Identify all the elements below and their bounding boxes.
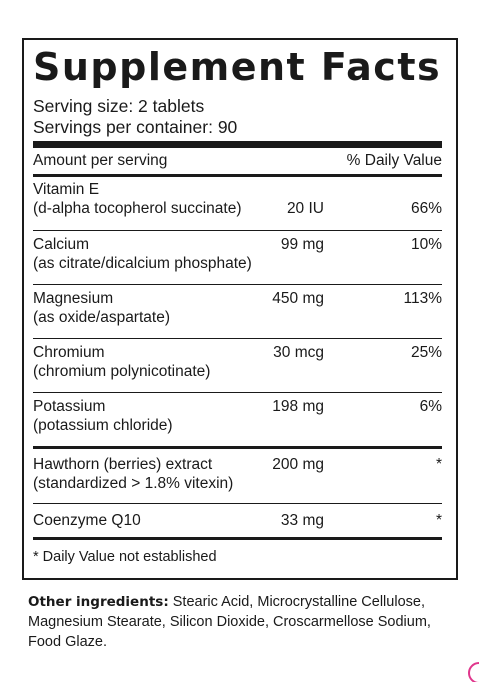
- nutrient-row: Magnesium (as oxide/aspartate) 450 mg 11…: [33, 285, 442, 338]
- nutrient-daily-value: 10%: [410, 236, 442, 253]
- nutrient-name: Vitamin E: [33, 181, 100, 198]
- nutrient-detail: (as oxide/aspartate): [33, 309, 170, 326]
- nutrient-row: Potassium (potassium chloride) 198 mg 6%: [33, 393, 442, 446]
- nutrient-amount: 99 mg: [280, 236, 324, 253]
- nutrient-row: Calcium (as citrate/dicalcium phosphate)…: [33, 231, 442, 284]
- nutrient-detail: (d-alpha tocopherol succinate): [33, 200, 242, 217]
- nutrient-name: Magnesium: [33, 290, 114, 307]
- nutrient-amount: 198 mg: [272, 398, 324, 415]
- row-divider: [33, 284, 442, 285]
- nutrient-detail: (potassium chloride): [33, 417, 173, 434]
- nutrient-row: Coenzyme Q10 33 mg *: [33, 504, 442, 537]
- nutrient-detail: (as citrate/dicalcium phosphate): [33, 255, 252, 272]
- nutrient-daily-value: 66%: [410, 200, 442, 217]
- panel-title: Supplement Facts: [33, 45, 442, 89]
- row-divider: [33, 392, 442, 393]
- servings-per-container: Servings per container: 90: [33, 117, 238, 137]
- medium-divider: [33, 537, 442, 540]
- nutrient-name: Potassium: [33, 398, 106, 415]
- decorative-circle-icon: [468, 662, 479, 682]
- nutrient-name: Coenzyme Q10: [33, 512, 141, 529]
- serving-size: Serving size: 2 tablets: [33, 96, 205, 116]
- nutrient-daily-value: 6%: [419, 398, 442, 415]
- nutrient-name: Chromium: [33, 344, 105, 361]
- supplement-facts-panel: Supplement Facts Serving size: 2 tablets…: [22, 38, 458, 580]
- nutrient-daily-value: 25%: [410, 344, 442, 361]
- row-divider: [33, 230, 442, 231]
- medium-divider: [33, 174, 442, 177]
- row-divider: [33, 338, 442, 339]
- other-ingredients-label: Other ingredients:: [28, 594, 169, 610]
- amount-header: Amount per serving: [33, 152, 168, 169]
- nutrient-row: Vitamin E (d-alpha tocopherol succinate)…: [33, 177, 442, 230]
- column-header: Amount per serving % Daily Value: [33, 148, 442, 174]
- nutrient-row: Chromium (chromium polynicotinate) 30 mc…: [33, 339, 442, 392]
- other-ingredients: Other ingredients: Stearic Acid, Microcr…: [28, 592, 468, 652]
- nutrient-amount: 450 mg: [272, 290, 324, 307]
- nutrient-amount: 200 mg: [272, 456, 324, 473]
- nutrient-detail: (standardized > 1.8% vitexin): [33, 475, 234, 492]
- nutrient-daily-value: 113%: [403, 290, 443, 307]
- nutrient-name: Calcium: [33, 236, 89, 253]
- nutrient-amount: 20 IU: [286, 200, 324, 217]
- nutrient-row: Hawthorn (berries) extract (standardized…: [33, 449, 442, 503]
- nutrient-detail: (chromium polynicotinate): [33, 363, 211, 380]
- nutrient-daily-value: *: [435, 456, 442, 473]
- medium-divider: [33, 446, 442, 449]
- other-ingredients-text: Stearic Acid, Microcrystalline Cellulose…: [28, 594, 431, 650]
- footnote: * Daily Value not established: [33, 549, 217, 565]
- nutrient-amount: 30 mcg: [273, 344, 324, 361]
- nutrient-amount: 33 mg: [280, 512, 324, 529]
- nutrient-daily-value: *: [435, 512, 442, 529]
- daily-value-header: % Daily Value: [346, 152, 442, 169]
- row-divider: [33, 503, 442, 504]
- thick-divider: [33, 141, 442, 148]
- nutrient-name: Hawthorn (berries) extract: [33, 456, 213, 473]
